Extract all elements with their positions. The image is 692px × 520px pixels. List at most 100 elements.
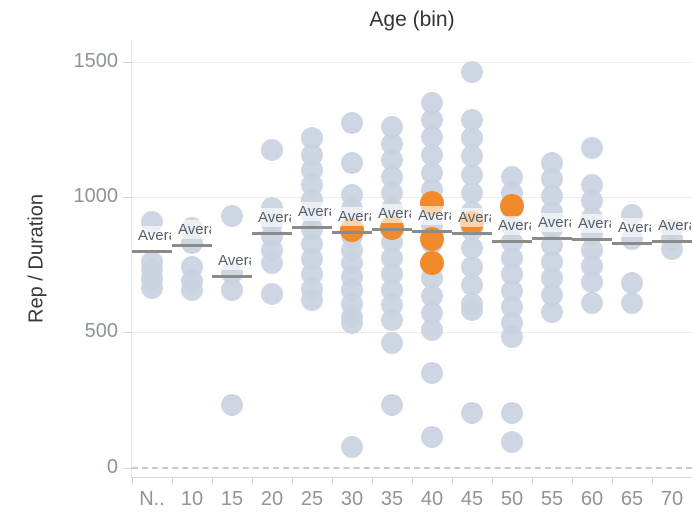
x-tick-mark [652,478,653,484]
data-point[interactable] [421,108,443,131]
average-label: Average [658,215,691,235]
chart-title: Age (bin) [369,8,455,31]
average-label: Average [578,213,611,233]
data-point[interactable] [461,163,483,186]
data-point[interactable] [221,394,243,417]
y-tick-mark-0 [123,467,132,469]
average-label: Average [258,207,291,227]
average-reference-line[interactable] [372,227,412,231]
data-point[interactable] [421,161,443,184]
x-tick-mark [172,478,173,484]
data-point[interactable] [141,276,163,299]
data-point[interactable] [181,279,203,302]
data-point[interactable] [421,144,443,167]
data-point[interactable] [261,139,283,162]
data-point[interactable] [461,145,483,168]
highlighted-data-point[interactable] [500,193,524,218]
x-tick-mark [132,478,133,484]
data-point[interactable] [461,274,483,297]
data-point[interactable] [221,204,243,227]
y-axis-line [131,40,132,477]
data-point[interactable] [461,126,483,149]
data-point[interactable] [381,115,403,138]
average-reference-line[interactable] [292,225,332,229]
data-point[interactable] [381,394,403,416]
data-point[interactable] [581,292,603,315]
x-tick-label-25: 25 [300,488,324,510]
average-reference-line[interactable] [612,241,652,245]
data-point[interactable] [461,401,483,424]
data-point[interactable] [461,255,483,278]
average-reference-line[interactable] [412,229,452,233]
data-point[interactable] [421,362,443,385]
data-point[interactable] [461,60,483,83]
y-tick-label-0: 0 [106,455,118,478]
average-reference-line[interactable] [332,230,372,234]
data-point[interactable] [421,425,443,448]
x-tick-label-55: 55 [540,488,564,510]
average-reference-line[interactable] [492,240,532,244]
zero-reference-line [132,466,692,469]
data-point[interactable] [381,149,403,172]
data-point[interactable] [461,237,483,260]
data-point[interactable] [221,279,243,302]
average-reference-line[interactable] [252,231,292,235]
average-label: Average [378,203,411,223]
average-label: Average [618,217,651,237]
data-point[interactable] [381,332,403,355]
data-point[interactable] [501,431,523,454]
data-point[interactable] [461,299,483,322]
data-point[interactable] [301,126,323,149]
data-point[interactable] [501,401,523,424]
average-label: Average [138,226,171,246]
x-tick-mark [292,478,293,484]
data-point[interactable] [261,252,283,275]
data-point[interactable] [541,283,563,306]
data-point[interactable] [501,263,523,286]
x-tick-label-N..: N.. [139,488,165,510]
x-tick-mark [572,478,573,484]
x-tick-mark [452,478,453,484]
average-label: Average [338,206,371,226]
average-label: Average [418,205,451,225]
data-point[interactable] [581,190,603,213]
average-label: Average [178,219,211,239]
x-axis-line [131,477,692,478]
data-point[interactable] [381,309,403,332]
data-point[interactable] [341,311,363,334]
x-tick-label-60: 60 [580,488,604,510]
data-point[interactable] [421,91,443,114]
average-reference-line[interactable] [452,232,492,236]
average-reference-line[interactable] [212,274,252,278]
data-point[interactable] [421,318,443,341]
x-tick-mark [372,478,373,484]
x-tick-label-65: 65 [620,488,644,510]
data-point[interactable] [661,237,683,260]
data-point[interactable] [621,292,643,315]
average-reference-line[interactable] [132,250,172,254]
data-point[interactable] [541,168,563,191]
data-point[interactable] [461,182,483,205]
data-point[interactable] [581,271,603,294]
data-point[interactable] [341,111,363,134]
data-point[interactable] [421,126,443,149]
data-point[interactable] [541,267,563,290]
data-point[interactable] [421,302,443,325]
data-point[interactable] [301,288,323,311]
average-reference-line[interactable] [172,243,212,247]
data-point[interactable] [501,325,523,348]
average-reference-line[interactable] [652,239,692,243]
data-point[interactable] [581,137,603,159]
data-point[interactable] [261,283,283,306]
average-label: Average [458,208,491,228]
x-tick-label-45: 45 [460,488,484,510]
average-reference-line[interactable] [572,237,612,241]
data-point[interactable] [461,108,483,131]
data-point[interactable] [541,300,563,323]
data-point[interactable] [341,151,363,174]
data-point[interactable] [421,284,443,307]
average-reference-line[interactable] [532,237,572,241]
highlighted-data-point[interactable] [420,250,444,275]
data-point[interactable] [341,435,363,458]
data-point[interactable] [621,271,643,294]
